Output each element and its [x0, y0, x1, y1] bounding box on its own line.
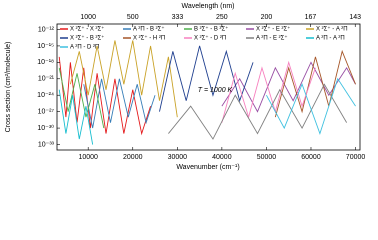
x-tick-label: 50000 [257, 154, 277, 161]
x-tick-label: 40000 [212, 154, 232, 161]
series-line [58, 56, 151, 136]
legend-label: X ²Σ⁺ - B ²Σ⁺ [70, 35, 104, 42]
y-tick-label: 10⁻¹⁵ [37, 43, 54, 50]
x2-tick-label: 200 [261, 14, 273, 21]
series-line [58, 89, 94, 145]
y-tick-label: 10⁻²¹ [38, 76, 55, 83]
legend-label: B ²Σ⁺ - B ²Σ⁺ [194, 26, 228, 33]
x2-axis-title: Wavelength (nm) [181, 3, 234, 10]
legend-label: X ²Σ⁺ - D ²Π [194, 35, 226, 42]
plot-area [58, 40, 356, 145]
x-tick-label: 30000 [168, 154, 188, 161]
plot-frame [56, 23, 361, 151]
x-axis-title: Wavenumber (cm⁻¹) [176, 164, 239, 171]
series-line [159, 45, 254, 112]
legend-label: A ²Π - D ²Π [70, 45, 99, 51]
y-tick-label: 10⁻¹⁸ [37, 59, 54, 66]
x-tick-label: 70000 [346, 154, 366, 161]
legend-label: X ²Σ⁺ - E ²Σ⁺ [256, 26, 290, 33]
legend-label: A ²Π - B ²Σ⁺ [133, 26, 165, 33]
legend-label: X ²Σ⁺ - H ²Π [133, 35, 165, 42]
y-tick-label: 10⁻³⁰ [37, 124, 54, 132]
legend-label: X ²Σ⁺ - A ²Π [316, 26, 348, 33]
x2-tick-label: 143 [349, 14, 361, 21]
legend-label: A ²Π - E ²Σ⁺ [256, 35, 288, 42]
series-line [266, 77, 356, 135]
chart: Wavelength (nm) Wavenumber (cm⁻¹) Cross … [5, 3, 366, 171]
x-tick-label: 20000 [123, 154, 143, 161]
x2-tick-label: 167 [305, 14, 317, 21]
y-tick-label: 10⁻¹² [38, 26, 55, 33]
y-tick-label: 10⁻²⁷ [38, 108, 55, 115]
x-tick-label: 10000 [78, 154, 98, 161]
y-tick-label: 10⁻³³ [38, 141, 55, 148]
x2-tick-label: 500 [127, 14, 139, 21]
x2-tick-label: 250 [216, 14, 228, 21]
series-line [69, 40, 178, 118]
series-line [274, 49, 356, 118]
series-line [221, 61, 356, 113]
x2-tick-label: 1000 [80, 14, 96, 21]
legend-label: X ²Σ⁺ - X ²Σ⁺ [70, 26, 104, 33]
series-line [168, 83, 348, 140]
y-tick-label: 10⁻²⁴ [37, 92, 54, 99]
annotation: T = 1000 K [198, 87, 233, 94]
x2-tick-label: 333 [172, 14, 184, 21]
series-line [58, 67, 105, 129]
series-line [221, 60, 316, 123]
x-tick-label: 60000 [301, 154, 321, 161]
series-line [83, 78, 156, 129]
legend-label: A ²Π - A ²Π [316, 36, 345, 42]
y-axis-title: Cross section (cm²/molecule) [5, 42, 12, 133]
